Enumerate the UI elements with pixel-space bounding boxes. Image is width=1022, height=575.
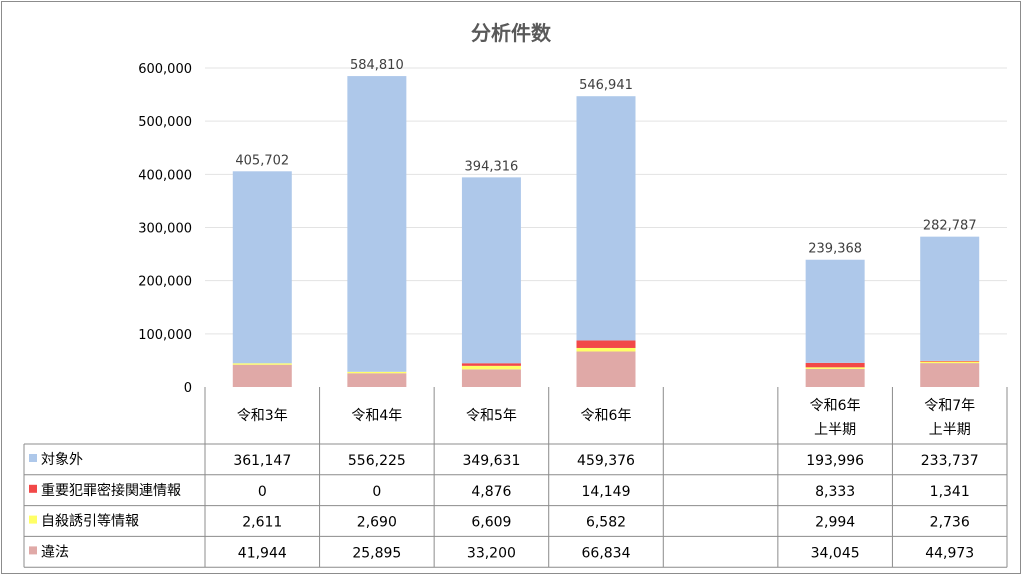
table-header: 令和5年: [466, 408, 517, 424]
table-cell: 66,834: [582, 545, 631, 561]
total-label: 546,941: [579, 78, 633, 93]
bar-segment: [920, 361, 980, 364]
y-tick-label: 200,000: [138, 275, 192, 290]
table-cell: 193,996: [806, 453, 864, 469]
legend-key: [29, 454, 37, 462]
table-cell: 6,609: [471, 515, 511, 531]
total-label: 405,702: [235, 153, 289, 168]
table-cell: 233,737: [921, 453, 979, 469]
table-cell: 349,631: [462, 453, 520, 469]
bar-segment: [805, 368, 865, 387]
table-cell: 556,225: [348, 453, 406, 469]
bar-segment: [347, 76, 407, 372]
bar-segment: [576, 96, 636, 341]
table-cell: 2,611: [242, 515, 282, 531]
bar-segment: [920, 360, 980, 362]
bar-segment: [805, 259, 865, 363]
table-header: 令和6年: [581, 408, 632, 424]
table-cell: 459,376: [577, 453, 635, 469]
bar-segment: [576, 340, 636, 348]
table-cell: 0: [258, 484, 267, 500]
total-label: 239,368: [808, 242, 862, 257]
bar-segment: [232, 171, 292, 364]
table-cell: 4,876: [471, 484, 511, 500]
bar-segment: [805, 367, 865, 369]
table-cell: 41,944: [238, 545, 287, 561]
bar-segment: [576, 351, 636, 387]
y-tick-label: 400,000: [138, 168, 192, 183]
table-header: 令和6年: [810, 398, 861, 414]
legend-label: 対象外: [41, 452, 83, 468]
legend-label: 自殺誘引等情報: [41, 513, 139, 530]
table-cell: 2,690: [357, 515, 397, 531]
table-header: 令和3年: [237, 408, 288, 424]
bar-segment: [576, 347, 636, 352]
table-header: 令和4年: [351, 408, 402, 424]
total-label: 394,316: [465, 159, 519, 174]
table-cell: 2,736: [930, 515, 970, 531]
bar-segment: [920, 236, 980, 361]
bar-segment: [461, 365, 521, 370]
table-header: 令和7年: [924, 398, 975, 414]
legend-key: [29, 546, 37, 555]
y-tick-label: 600,000: [138, 62, 192, 77]
bar-segment: [461, 369, 521, 387]
bar-segment: [232, 364, 292, 387]
bar-segment: [805, 362, 865, 368]
legend-label: 重要犯罪密接関連情報: [41, 482, 181, 499]
legend-key: [29, 484, 37, 493]
table-cell: 1,341: [930, 484, 970, 500]
table-cell: 361,147: [233, 453, 291, 469]
table-header: 上半期: [929, 422, 971, 438]
y-tick-label: 500,000: [138, 115, 192, 130]
bar-segment: [920, 363, 980, 387]
bar-segment: [461, 177, 521, 364]
table-cell: 33,200: [467, 545, 516, 561]
table-header: 上半期: [814, 422, 856, 438]
y-tick-label: 100,000: [138, 328, 192, 343]
table-cell: 8,333: [815, 484, 855, 500]
table-cell: 2,994: [815, 515, 855, 531]
legend-key: [29, 515, 37, 524]
table-cell: 6,582: [586, 515, 626, 531]
legend-label: 違法: [41, 544, 69, 560]
table-cell: 25,895: [352, 545, 401, 561]
table-cell: 44,973: [925, 545, 974, 561]
total-label: 282,787: [923, 219, 977, 234]
bar-segment: [347, 373, 407, 387]
bar-segment: [347, 371, 407, 374]
total-label: 584,810: [350, 58, 404, 73]
table-cell: 0: [372, 484, 381, 500]
y-tick-label: 0: [184, 381, 192, 396]
y-tick-label: 300,000: [138, 222, 192, 237]
bar-segment: [461, 363, 521, 366]
chart-title: 分析件数: [471, 21, 552, 45]
table-cell: 14,149: [582, 484, 631, 500]
table-cell: 34,045: [811, 545, 860, 561]
bar-segment: [232, 363, 292, 365]
